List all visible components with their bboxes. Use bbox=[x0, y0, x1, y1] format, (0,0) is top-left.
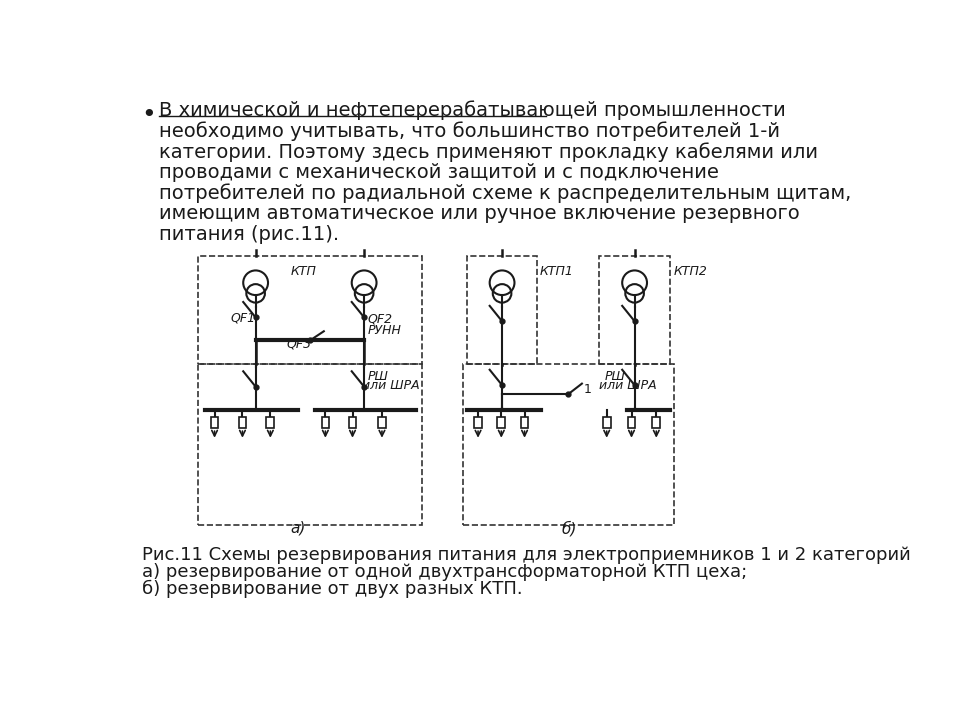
Text: 1: 1 bbox=[584, 383, 591, 396]
Bar bbox=[464, 364, 674, 526]
Text: б): б) bbox=[562, 521, 577, 536]
Text: питания (рис.11).: питания (рис.11). bbox=[158, 225, 339, 244]
Text: имеющим автоматическое или ручное включение резервного: имеющим автоматическое или ручное включе… bbox=[158, 204, 800, 223]
Bar bbox=[378, 417, 386, 428]
Text: необходимо учитывать, что большинство потребителей 1-й: необходимо учитывать, что большинство по… bbox=[158, 121, 780, 140]
Text: РУНН: РУНН bbox=[368, 323, 401, 336]
Text: В химической и нефтеперерабатывающей промышленности: В химической и нефтеперерабатывающей про… bbox=[158, 100, 785, 120]
Text: а) резервирование от одной двухтрансформаторной КТП цеха;: а) резервирование от одной двухтрансформ… bbox=[142, 563, 747, 581]
Text: категории. Поэтому здесь применяют прокладку кабелями или: категории. Поэтому здесь применяют прокл… bbox=[158, 142, 818, 161]
Text: б) резервирование от двух разных КТП.: б) резервирование от двух разных КТП. bbox=[142, 580, 522, 598]
Text: КТП2: КТП2 bbox=[673, 265, 708, 278]
Bar bbox=[267, 417, 275, 428]
Bar bbox=[474, 417, 482, 428]
Bar bbox=[628, 417, 636, 428]
Text: QF3: QF3 bbox=[287, 338, 312, 351]
Bar bbox=[497, 417, 505, 428]
Text: потребителей по радиальной схеме к распределительным щитам,: потребителей по радиальной схеме к распр… bbox=[158, 184, 851, 203]
Text: РШ: РШ bbox=[605, 370, 626, 383]
Text: QF2: QF2 bbox=[368, 312, 393, 325]
Text: проводами с механической защитой и с подключение: проводами с механической защитой и с под… bbox=[158, 163, 719, 181]
Text: КТП1: КТП1 bbox=[540, 265, 574, 278]
Bar bbox=[198, 256, 422, 364]
Text: •: • bbox=[142, 104, 156, 127]
Text: РШ: РШ bbox=[368, 370, 389, 383]
Bar bbox=[239, 417, 247, 428]
Bar bbox=[520, 417, 528, 428]
Text: или ШРА: или ШРА bbox=[362, 379, 420, 392]
Text: QF1: QF1 bbox=[230, 311, 256, 324]
Bar bbox=[603, 417, 611, 428]
Bar bbox=[468, 256, 537, 364]
Text: КТП: КТП bbox=[291, 265, 317, 278]
Bar bbox=[322, 417, 329, 428]
Text: Рис.11 Схемы резервирования питания для электроприемников 1 и 2 категорий: Рис.11 Схемы резервирования питания для … bbox=[142, 546, 910, 564]
Text: а): а) bbox=[291, 521, 306, 536]
Text: или ШРА: или ШРА bbox=[599, 379, 657, 392]
Bar bbox=[348, 417, 356, 428]
Bar bbox=[210, 417, 219, 428]
Bar bbox=[599, 256, 670, 364]
Bar bbox=[653, 417, 660, 428]
Bar bbox=[198, 364, 422, 526]
